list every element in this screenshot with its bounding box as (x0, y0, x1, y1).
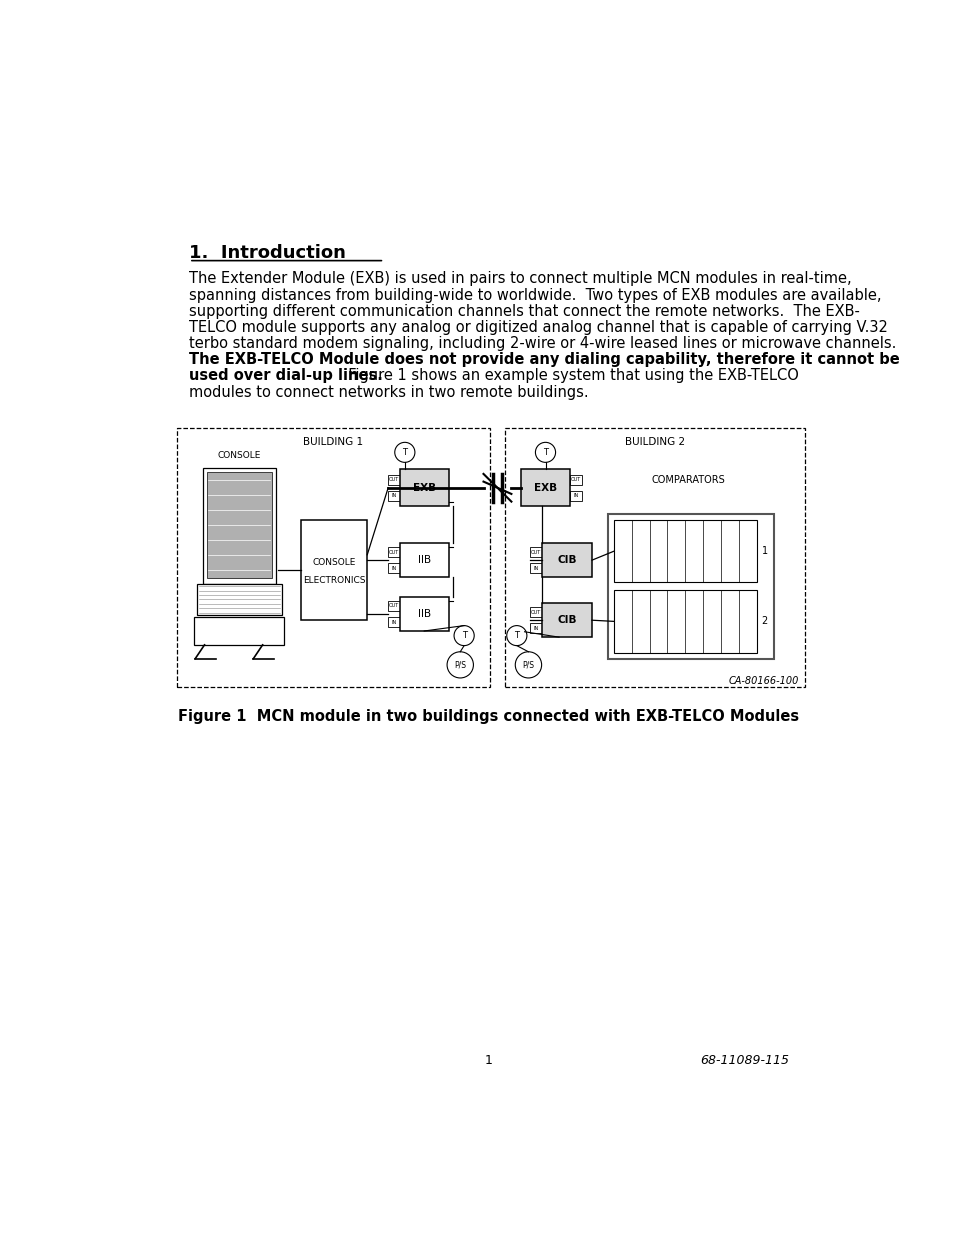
Circle shape (515, 652, 541, 678)
Bar (196, 584, 282, 615)
Text: CIB: CIB (557, 556, 576, 566)
Circle shape (535, 442, 555, 462)
Text: IN: IN (391, 493, 396, 499)
Bar (399, 469, 448, 506)
Text: OUT: OUT (389, 604, 398, 609)
Text: spanning distances from building-wide to worldwide.  Two types of EXB modules ar: spanning distances from building-wide to… (189, 288, 881, 303)
Bar (388, 618, 399, 627)
Text: terbo standard modem signaling, including 2-wire or 4-wire leased lines or micro: terbo standard modem signaling, includin… (189, 336, 896, 351)
Bar (520, 469, 570, 506)
Text: CA-80166-100: CA-80166-100 (728, 676, 798, 685)
Text: T: T (461, 631, 466, 640)
Bar (301, 520, 367, 620)
Bar (388, 563, 399, 573)
Bar (530, 547, 541, 557)
Text: modules to connect networks in two remote buildings.: modules to connect networks in two remot… (189, 384, 588, 400)
Text: CONSOLE: CONSOLE (217, 451, 261, 461)
Text: OUT: OUT (389, 477, 398, 482)
Bar (607, 514, 773, 658)
Text: 2: 2 (760, 616, 767, 626)
Text: IN: IN (573, 493, 578, 499)
Circle shape (395, 442, 415, 462)
Bar (541, 543, 592, 577)
Bar (177, 427, 489, 687)
Bar (530, 563, 541, 573)
Text: IIB: IIB (417, 556, 431, 566)
Circle shape (454, 626, 474, 646)
Circle shape (506, 626, 526, 646)
Text: OUT: OUT (530, 550, 540, 555)
Bar (388, 490, 399, 501)
Text: Figure 1 shows an example system that using the EXB-TELCO: Figure 1 shows an example system that us… (338, 368, 798, 383)
Text: 1: 1 (484, 1055, 493, 1067)
Text: P/S: P/S (522, 661, 534, 669)
Text: 68-11089-115: 68-11089-115 (700, 1055, 788, 1067)
Bar (541, 603, 592, 637)
Text: used over dial-up lines.: used over dial-up lines. (189, 368, 382, 383)
Bar (388, 601, 399, 611)
Text: BUILDING 2: BUILDING 2 (624, 437, 684, 447)
Text: OUT: OUT (571, 477, 580, 482)
Circle shape (447, 652, 473, 678)
Bar (570, 490, 581, 501)
Text: Figure 1  MCN module in two buildings connected with EXB-TELCO Modules: Figure 1 MCN module in two buildings con… (178, 709, 799, 724)
Bar (388, 547, 399, 557)
Text: IN: IN (533, 626, 537, 631)
Text: TELCO module supports any analog or digitized analog channel that is capable of : TELCO module supports any analog or digi… (189, 320, 887, 335)
Text: The Extender Module (EXB) is used in pairs to connect multiple MCN modules in re: The Extender Module (EXB) is used in pai… (189, 272, 851, 287)
Bar (570, 474, 581, 484)
Text: 1: 1 (760, 546, 767, 556)
Text: EXB: EXB (413, 483, 436, 493)
Text: IN: IN (391, 566, 396, 571)
Text: T: T (402, 448, 407, 457)
Bar (399, 597, 448, 631)
Text: IIB: IIB (417, 609, 431, 619)
Text: BUILDING 1: BUILDING 1 (303, 437, 363, 447)
Text: IN: IN (391, 620, 396, 625)
Bar (613, 590, 757, 652)
Text: CONSOLE: CONSOLE (313, 558, 355, 567)
Text: COMPARATORS: COMPARATORS (651, 475, 725, 485)
Text: CIB: CIB (557, 615, 576, 625)
Bar (388, 474, 399, 484)
Bar (505, 427, 804, 687)
Text: T: T (514, 631, 518, 640)
Bar (203, 468, 275, 584)
Text: P/S: P/S (454, 661, 466, 669)
Bar (530, 608, 541, 618)
Text: The EXB-TELCO Module does not provide any dialing capability, therefore it canno: The EXB-TELCO Module does not provide an… (189, 352, 899, 367)
Bar (530, 624, 541, 634)
Bar (207, 472, 272, 578)
Text: 1.  Introduction: 1. Introduction (189, 245, 346, 263)
Text: supporting different communication channels that connect the remote networks.  T: supporting different communication chann… (189, 304, 859, 319)
Bar (399, 543, 448, 577)
Text: IN: IN (533, 566, 537, 571)
Text: OUT: OUT (530, 610, 540, 615)
Bar (613, 520, 757, 583)
Text: EXB: EXB (534, 483, 557, 493)
Text: ELECTRONICS: ELECTRONICS (303, 576, 365, 584)
Bar (194, 618, 284, 645)
Text: OUT: OUT (389, 550, 398, 555)
Text: T: T (542, 448, 547, 457)
